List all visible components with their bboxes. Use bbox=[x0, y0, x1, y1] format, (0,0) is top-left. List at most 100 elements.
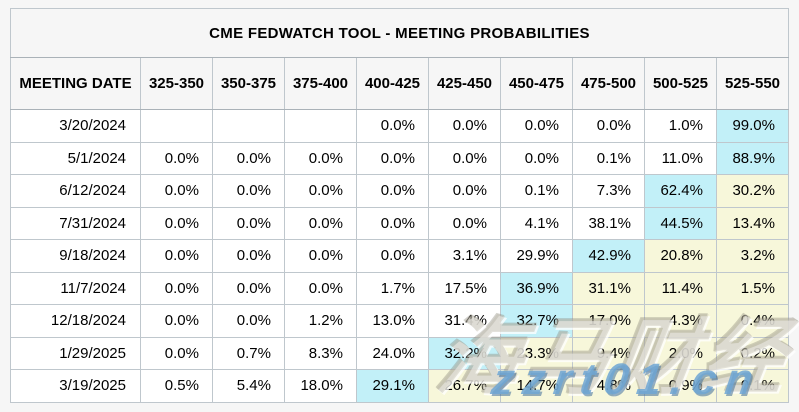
probability-cell: 0.0% bbox=[140, 141, 213, 175]
probability-cell: 26.7% bbox=[428, 369, 501, 403]
probability-cell: 32.7% bbox=[500, 304, 573, 338]
probability-cell bbox=[140, 109, 213, 143]
probability-cell bbox=[212, 109, 285, 143]
probability-cell: 0.0% bbox=[212, 304, 285, 338]
probability-cell: 36.9% bbox=[500, 271, 573, 305]
table-row: 3/19/2025 0.5% 5.4% 18.0% 29.1% 26.7% 14.7% 4.8… bbox=[10, 369, 789, 403]
probability-cell: 0.4% bbox=[716, 304, 789, 338]
probability-cell: 0.0% bbox=[356, 239, 429, 273]
probability-cell: 0.0% bbox=[428, 174, 501, 208]
probability-cell: 0.0% bbox=[356, 174, 429, 208]
fedwatch-table: CME FEDWATCH TOOL - MEETING PROBABILITIE… bbox=[10, 8, 789, 403]
probability-cell: 4.3% bbox=[644, 304, 717, 338]
probability-cell: 31.4% bbox=[428, 304, 501, 338]
probability-cell: 18.0% bbox=[284, 369, 357, 403]
probability-cell: 8.3% bbox=[284, 336, 357, 370]
probability-cell: 38.1% bbox=[572, 206, 645, 240]
table-row: 3/20/2024 0.0% 0.0% 0.0% 0.0% 1.0% 99.0% bbox=[10, 109, 789, 143]
col-header-meeting-date: MEETING DATE bbox=[10, 57, 141, 110]
probability-cell: 17.0% bbox=[572, 304, 645, 338]
col-header-500-525: 500-525 bbox=[644, 57, 717, 110]
probability-cell: 0.0% bbox=[140, 174, 213, 208]
probability-cell: 1.7% bbox=[356, 271, 429, 305]
meeting-date-cell: 11/7/2024 bbox=[10, 271, 141, 305]
probability-cell: 0.5% bbox=[140, 369, 213, 403]
probability-cell: 0.7% bbox=[212, 336, 285, 370]
probability-cell: 0.1% bbox=[500, 174, 573, 208]
probability-cell: 0.0% bbox=[284, 141, 357, 175]
probability-cell: 0.0% bbox=[500, 109, 573, 143]
table-row: 1/29/2025 0.0% 0.7% 8.3% 24.0% 32.2% 23.3% 9.4%… bbox=[10, 336, 789, 370]
probability-cell: 0.0% bbox=[428, 206, 501, 240]
probability-cell: 20.8% bbox=[644, 239, 717, 273]
table-row: 12/18/2024 0.0% 0.0% 1.2% 13.0% 31.4% 32.7% 17.… bbox=[10, 304, 789, 338]
probability-cell: 0.0% bbox=[212, 239, 285, 273]
probability-cell: 0.0% bbox=[284, 239, 357, 273]
meeting-date-cell: 12/18/2024 bbox=[10, 304, 141, 338]
col-header-350-375: 350-375 bbox=[212, 57, 285, 110]
probability-cell: 44.5% bbox=[644, 206, 717, 240]
col-header-325-350: 325-350 bbox=[140, 57, 213, 110]
col-header-525-550: 525-550 bbox=[716, 57, 789, 110]
meeting-date-cell: 3/20/2024 bbox=[10, 109, 141, 143]
probability-cell: 1.0% bbox=[644, 109, 717, 143]
probability-cell: 11.4% bbox=[644, 271, 717, 305]
probability-cell: 29.1% bbox=[356, 369, 429, 403]
meeting-date-cell: 6/12/2024 bbox=[10, 174, 141, 208]
probability-cell: 30.2% bbox=[716, 174, 789, 208]
fedwatch-probabilities-panel: CME FEDWATCH TOOL - MEETING PROBABILITIE… bbox=[10, 8, 789, 403]
probability-cell: 1.5% bbox=[716, 271, 789, 305]
probability-cell: 42.9% bbox=[572, 239, 645, 273]
col-header-475-500: 475-500 bbox=[572, 57, 645, 110]
probability-cell: 0.0% bbox=[140, 336, 213, 370]
probability-cell: 14.7% bbox=[500, 369, 573, 403]
probability-cell: 0.0% bbox=[212, 174, 285, 208]
probability-cell: 24.0% bbox=[356, 336, 429, 370]
probability-cell: 0.0% bbox=[356, 141, 429, 175]
col-header-375-400: 375-400 bbox=[284, 57, 357, 110]
probability-cell: 1.2% bbox=[284, 304, 357, 338]
probability-cell: 0.0% bbox=[356, 206, 429, 240]
probability-cell: 0.2% bbox=[716, 336, 789, 370]
probability-cell: 4.1% bbox=[500, 206, 573, 240]
probability-cell: 7.3% bbox=[572, 174, 645, 208]
col-header-425-450: 425-450 bbox=[428, 57, 501, 110]
probability-cell: 3.1% bbox=[428, 239, 501, 273]
probability-cell: 4.8% bbox=[572, 369, 645, 403]
table-row: 6/12/2024 0.0% 0.0% 0.0% 0.0% 0.0% 0.1% 7.3% 62.… bbox=[10, 174, 789, 208]
probability-cell: 0.0% bbox=[428, 109, 501, 143]
probability-cell: 17.5% bbox=[428, 271, 501, 305]
probability-cell: 0.0% bbox=[140, 271, 213, 305]
table-row: 11/7/2024 0.0% 0.0% 0.0% 1.7% 17.5% 36.9% 31.1%… bbox=[10, 271, 789, 305]
probability-cell: 2.0% bbox=[644, 336, 717, 370]
meeting-date-cell: 7/31/2024 bbox=[10, 206, 141, 240]
meeting-date-cell: 9/18/2024 bbox=[10, 239, 141, 273]
probability-cell: 5.4% bbox=[212, 369, 285, 403]
probability-cell: 0.0% bbox=[428, 141, 501, 175]
meeting-date-cell: 3/19/2025 bbox=[10, 369, 141, 403]
probability-cell: 0.0% bbox=[212, 206, 285, 240]
probability-cell: 0.0% bbox=[572, 109, 645, 143]
probability-cell: 11.0% bbox=[644, 141, 717, 175]
probability-cell: 0.0% bbox=[284, 174, 357, 208]
col-header-450-475: 450-475 bbox=[500, 57, 573, 110]
meeting-date-cell: 1/29/2025 bbox=[10, 336, 141, 370]
probability-cell: 88.9% bbox=[716, 141, 789, 175]
probability-cell: 99.0% bbox=[716, 109, 789, 143]
probability-cell: 13.0% bbox=[356, 304, 429, 338]
probability-cell: 23.3% bbox=[500, 336, 573, 370]
probability-cell: 0.0% bbox=[140, 304, 213, 338]
probability-cell: 0.0% bbox=[212, 141, 285, 175]
probability-cell bbox=[284, 109, 357, 143]
meeting-date-cell: 5/1/2024 bbox=[10, 141, 141, 175]
table-title: CME FEDWATCH TOOL - MEETING PROBABILITIE… bbox=[10, 8, 789, 58]
table-title-row: CME FEDWATCH TOOL - MEETING PROBABILITIE… bbox=[10, 8, 789, 58]
probability-cell: 0.9% bbox=[644, 369, 717, 403]
table-row: 9/18/2024 0.0% 0.0% 0.0% 0.0% 3.1% 29.9% 42.9% 2… bbox=[10, 239, 789, 273]
probability-cell: 9.4% bbox=[572, 336, 645, 370]
probability-cell: 0.0% bbox=[356, 109, 429, 143]
probability-cell: 0.0% bbox=[212, 271, 285, 305]
probability-cell: 0.0% bbox=[500, 141, 573, 175]
probability-cell: 0.0% bbox=[140, 239, 213, 273]
table-header-row: MEETING DATE 325-350 350-375 375-400 400-425… bbox=[10, 57, 789, 110]
